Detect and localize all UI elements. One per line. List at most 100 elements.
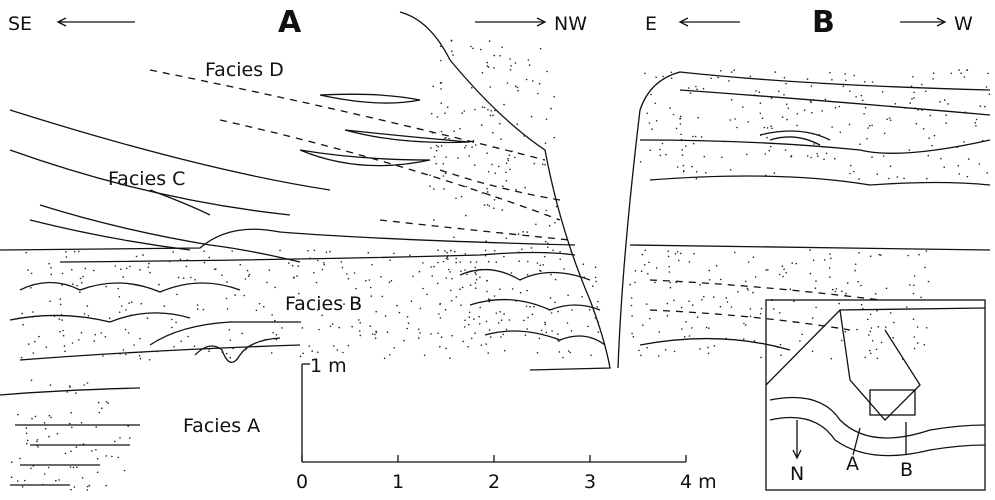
stipple-dot — [881, 91, 884, 93]
stipple-dot — [30, 272, 33, 275]
stipple-dot — [869, 255, 872, 257]
stipple-dot — [536, 262, 539, 264]
inset-map — [765, 299, 986, 491]
stipple-dot — [445, 257, 448, 260]
stipple-dot — [642, 324, 644, 327]
stipple-dot — [487, 66, 490, 68]
stipple-dot — [451, 50, 453, 52]
stipple-dot — [241, 332, 243, 335]
stipple-dot — [988, 93, 991, 95]
stipple-dot — [483, 106, 486, 109]
stipple-dot — [634, 270, 637, 272]
stipple-dot — [896, 176, 899, 178]
stipple-dot — [783, 268, 785, 271]
stipple-dot — [208, 256, 210, 259]
stipple-dot — [594, 276, 597, 279]
stipple-dot — [957, 164, 960, 167]
stipple-dot — [477, 269, 480, 271]
stipple-dot — [571, 309, 573, 311]
stipple-dot — [587, 325, 589, 328]
stipple-dot — [553, 193, 556, 196]
stipple-dot — [179, 258, 182, 261]
stipple-dot — [514, 85, 517, 87]
stipple-dot — [443, 137, 446, 140]
stipple-dot — [473, 318, 475, 320]
stipple-dot — [567, 294, 569, 297]
stipple-dot — [514, 62, 517, 64]
inset-label: A — [846, 453, 859, 475]
stipple-dot — [596, 306, 599, 308]
stipple-dot — [156, 350, 158, 353]
stipple-dot — [163, 305, 166, 307]
stipple-dot — [244, 278, 247, 280]
stipple-dot — [406, 316, 409, 318]
stipple-dot — [867, 127, 869, 129]
stipple-dot — [806, 78, 809, 80]
stipple-dot — [848, 123, 851, 126]
direction-label: SE — [8, 13, 32, 35]
stipple-dot — [50, 273, 53, 276]
stipple-dot — [531, 313, 534, 316]
stipple-dot — [442, 260, 445, 263]
stipple-dot — [483, 204, 486, 206]
stipple-dot — [631, 315, 633, 317]
stipple-dot — [50, 416, 52, 419]
stipple-dot — [903, 177, 905, 180]
stipple-dot — [542, 264, 544, 266]
stipple-dot — [24, 286, 26, 289]
stipple-dot — [831, 79, 833, 81]
stipple-dot — [719, 305, 722, 308]
stipple-dot — [752, 291, 754, 294]
stipple-dot — [771, 127, 773, 130]
stipple-dot — [547, 242, 549, 245]
stipple-dot — [407, 322, 410, 325]
stipple-dot — [835, 288, 838, 290]
stipple-dot — [418, 270, 421, 273]
stipple-dot — [860, 303, 863, 306]
stipple-dot — [638, 349, 640, 352]
stipple-dot — [947, 103, 949, 105]
facies-label: Facies A — [183, 415, 260, 437]
stipple-dot — [796, 124, 798, 127]
stipple-dot — [521, 248, 523, 251]
stipple-dot — [495, 261, 498, 263]
stipple-dot — [688, 300, 690, 303]
stipple-dot — [472, 47, 474, 50]
stipple-dot — [889, 165, 892, 167]
stipple-dot — [676, 166, 679, 168]
stipple-dot — [869, 349, 871, 352]
stipple-dot — [701, 299, 703, 301]
stipple-dot — [460, 195, 463, 198]
stipple-dot — [678, 259, 680, 262]
stipple-dot — [466, 273, 468, 276]
stipple-dot — [444, 112, 446, 114]
stipple-dot — [759, 134, 762, 137]
stipple-dot — [172, 251, 174, 253]
stipple-dot — [435, 149, 438, 152]
stipple-dot — [691, 165, 693, 168]
stipple-dot — [669, 286, 672, 289]
stipple-dot — [978, 163, 981, 165]
stipple-dot — [655, 76, 657, 78]
stipple-dot — [475, 261, 478, 263]
stipple-dot — [255, 342, 257, 344]
stipple-dot — [343, 303, 345, 305]
stipple-dot — [505, 237, 508, 240]
stipple-dot — [187, 335, 189, 338]
stipple-dot — [540, 329, 543, 332]
stipple-dot — [347, 344, 350, 347]
stipple-dot — [73, 486, 76, 488]
stipple-dot — [196, 308, 199, 311]
stipple-dot — [245, 348, 247, 351]
stipple-dot — [488, 205, 491, 207]
stipple-dot — [632, 335, 635, 338]
stipple-dot — [721, 156, 723, 159]
stipple-dot — [486, 290, 488, 293]
stipple-dot — [519, 291, 522, 294]
stipple-dot — [913, 91, 915, 94]
stipple-dot — [725, 297, 728, 299]
stipple-dot — [480, 344, 483, 347]
stipple-dot — [247, 275, 250, 278]
stipple-dot — [655, 267, 658, 269]
stipple-dot — [493, 250, 496, 252]
